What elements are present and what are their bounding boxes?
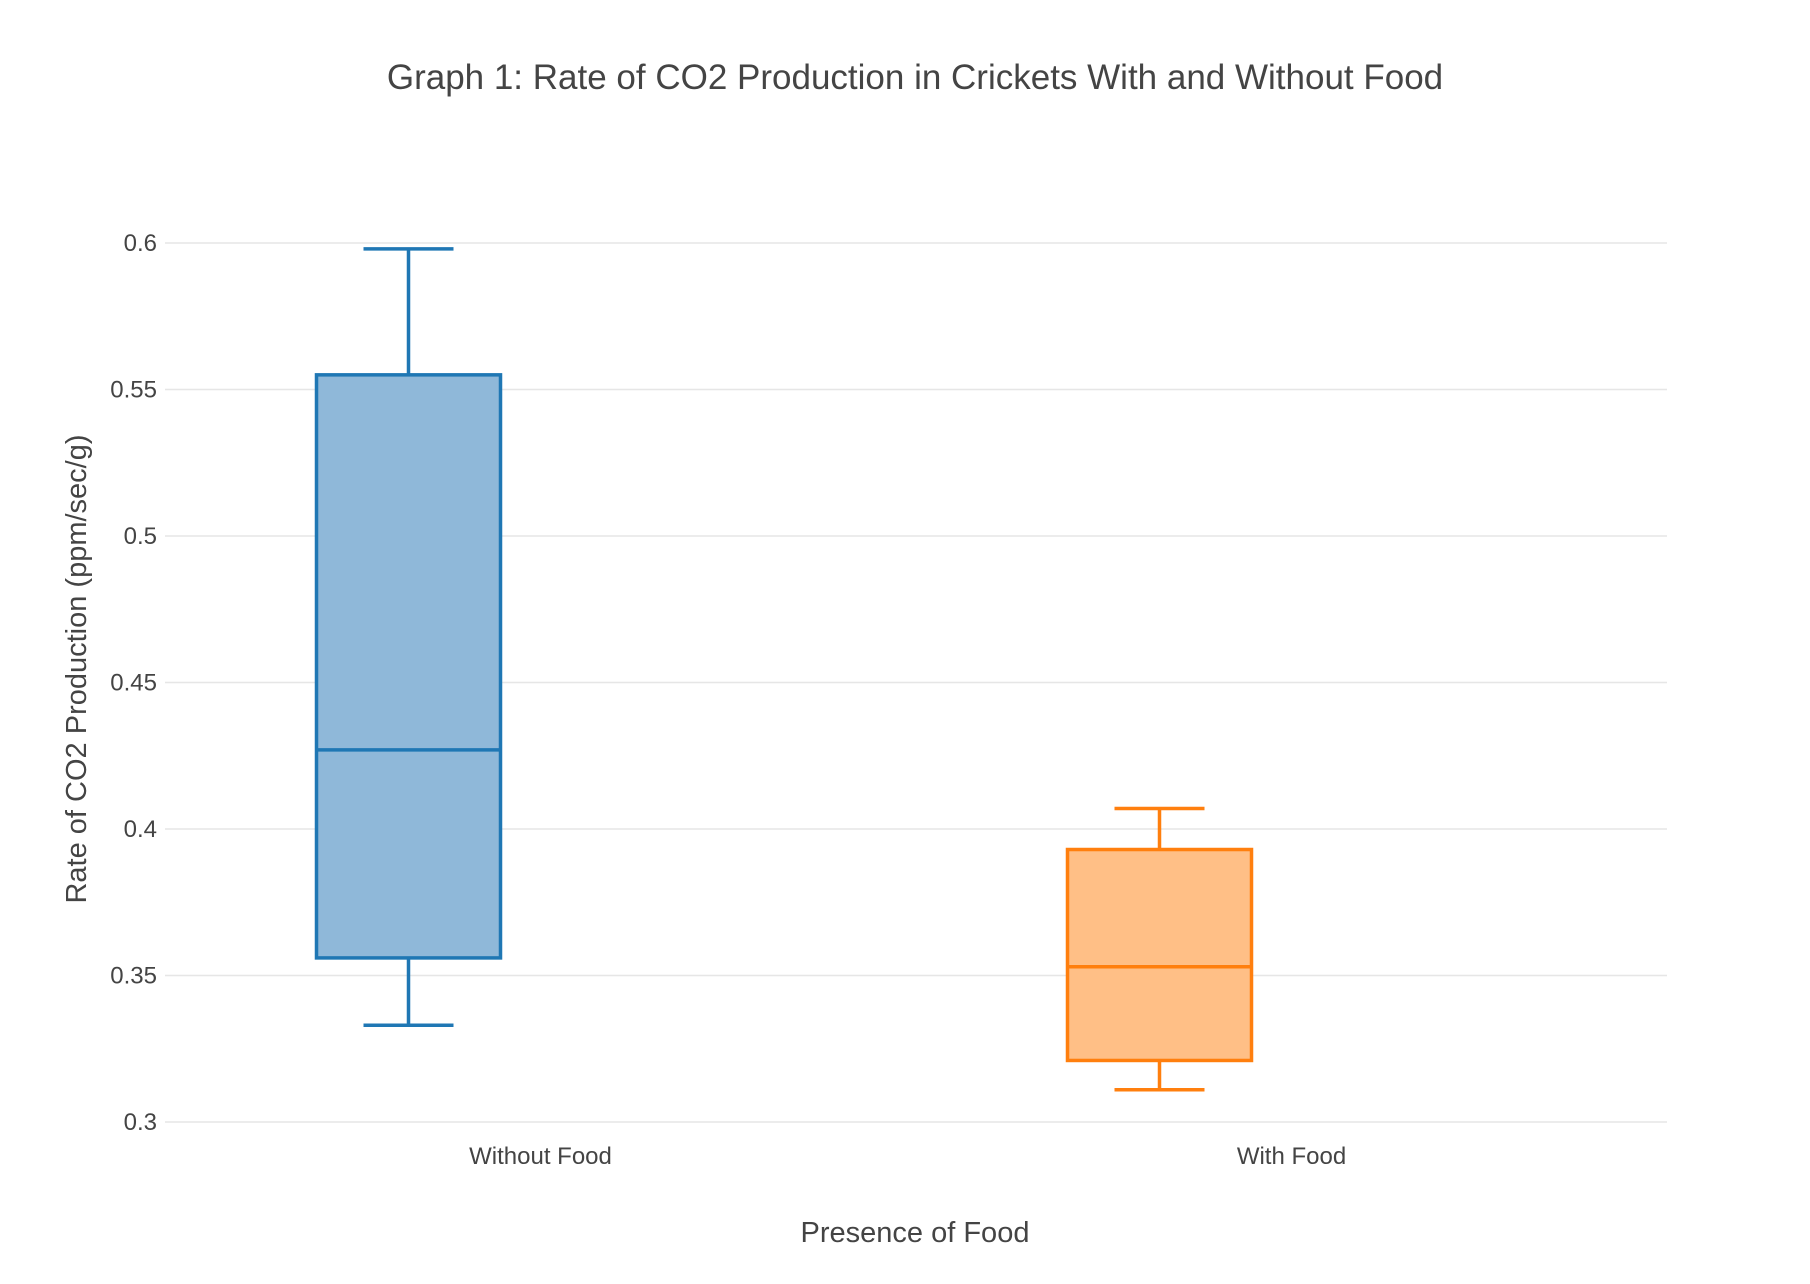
y-tick-label: 0.55	[110, 377, 157, 404]
y-axis-title: Rate of CO2 Production (ppm/sec/g)	[61, 434, 93, 903]
y-tick-label: 0.35	[110, 963, 157, 990]
box-plots	[314, 247, 1254, 1092]
y-tick-label: 0.3	[124, 1109, 157, 1136]
x-axis-title: Presence of Food	[801, 1217, 1030, 1249]
x-axis-ticks: Without Food With Food	[469, 1143, 1346, 1170]
y-tick-label: 0.5	[124, 523, 157, 550]
y-axis-ticks: 0.3 0.35 0.4 0.45 0.5 0.55 0.6	[110, 230, 157, 1136]
chart-title: Graph 1: Rate of CO2 Production in Crick…	[387, 58, 1443, 97]
x-tick-label: With Food	[1237, 1143, 1346, 1170]
y-tick-label: 0.6	[124, 230, 157, 257]
box-with-food	[1065, 806, 1254, 1092]
iqr-box	[1065, 847, 1254, 1063]
iqr-box	[314, 373, 503, 960]
x-tick-label: Without Food	[469, 1143, 612, 1170]
y-tick-label: 0.4	[124, 816, 157, 843]
box-without-food	[314, 247, 503, 1028]
y-tick-label: 0.45	[110, 670, 157, 697]
